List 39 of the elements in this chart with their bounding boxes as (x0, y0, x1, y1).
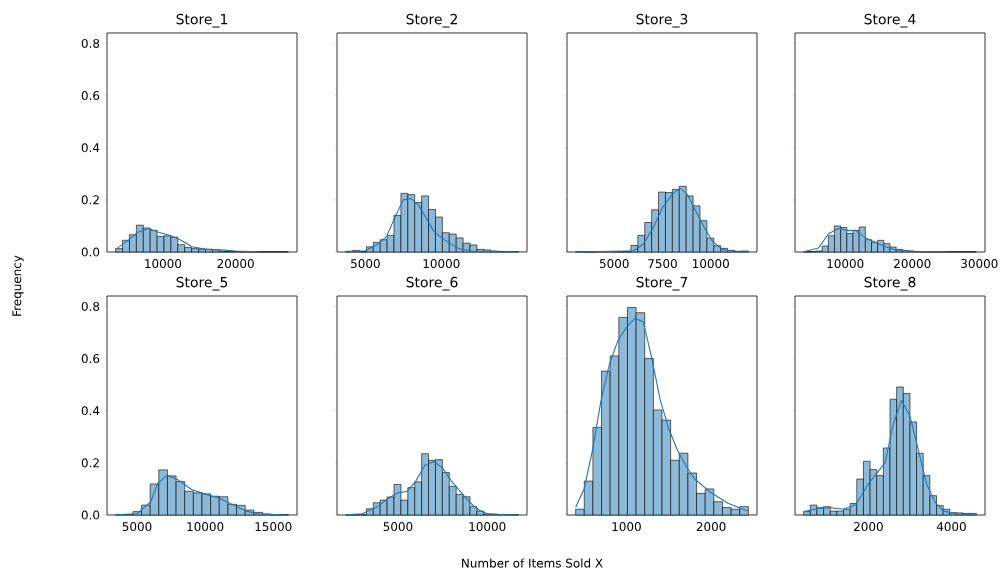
x-tick-label: 5000 (383, 522, 413, 532)
chart-title: Store_5 (176, 276, 228, 291)
y-tick-label: 0.6 (81, 91, 100, 101)
x-tick-label: 4000 (936, 522, 966, 532)
x-tick-label: 5000 (599, 259, 629, 269)
x-tick-label: 10000 (423, 259, 460, 269)
y-tick-label: 0.0 (81, 247, 100, 257)
x-tick-label: 10000 (187, 522, 224, 532)
chart-title: Store_3 (636, 13, 688, 28)
y-tick-label: 0.4 (81, 143, 100, 153)
x-tick-label: 10000 (145, 259, 182, 269)
chart-title: Store_1 (176, 13, 228, 28)
x-tick-label: 5000 (122, 522, 152, 532)
x-tick-label: 10000 (693, 259, 729, 269)
y-tick-label: 0.2 (81, 195, 99, 205)
x-tick-label: 30000 (961, 259, 998, 269)
y-axis-title: Frequency (12, 255, 24, 316)
x-tick-label: 10000 (469, 522, 506, 532)
x-tick-label: 1000 (612, 522, 641, 532)
y-tick-label: 0.2 (81, 458, 99, 468)
x-tick-label: 2000 (696, 522, 726, 532)
y-tick-label: 0.0 (81, 510, 100, 520)
y-tick-label: 0.6 (81, 354, 100, 364)
chart-title: Store_2 (406, 13, 457, 28)
x-tick-label: 5000 (351, 259, 380, 269)
chart-title: Store_7 (636, 276, 688, 291)
x-tick-label: 2000 (854, 522, 883, 532)
chart-title: Store_8 (864, 276, 916, 291)
chart-title: Store_6 (406, 276, 458, 291)
chart-title: Store_4 (864, 13, 916, 28)
x-axis-title: Number of Items Sold X (462, 558, 603, 568)
x-tick-label: 20000 (217, 259, 254, 269)
y-tick-label: 0.4 (81, 406, 100, 416)
x-tick-label: 7500 (648, 259, 677, 269)
y-tick-label: 0.8 (81, 301, 100, 311)
x-tick-label: 10000 (827, 259, 864, 269)
x-tick-label: 20000 (894, 259, 931, 269)
x-tick-label: 15000 (255, 522, 292, 532)
y-tick-label: 0.8 (81, 38, 100, 48)
